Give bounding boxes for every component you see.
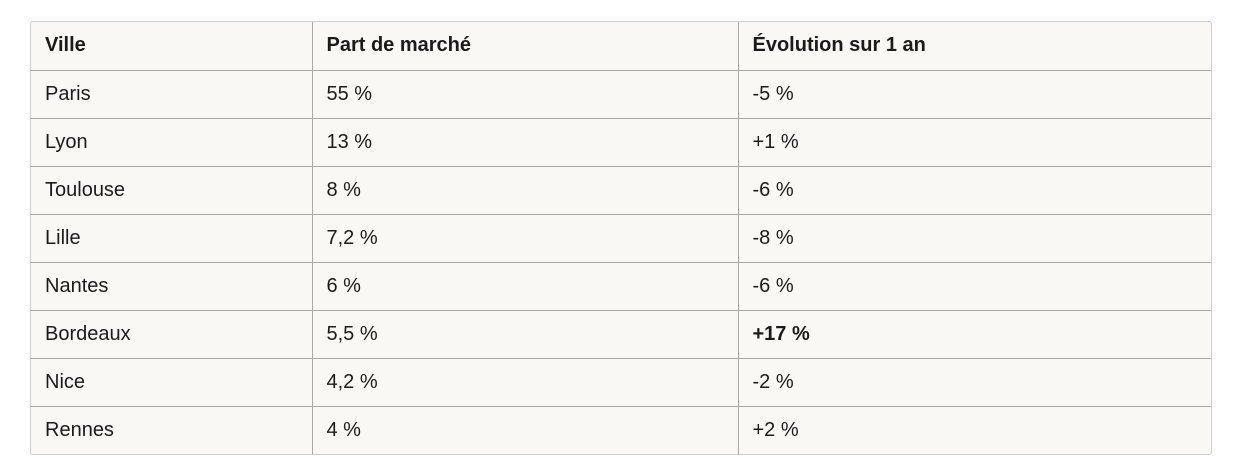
header-ville: Ville (31, 22, 313, 71)
table-row: Lyon 13 % +1 % (31, 118, 1211, 167)
cell-city: Toulouse (31, 166, 313, 215)
cell-evolution: -8 % (738, 214, 1211, 263)
header-evolution: Évolution sur 1 an (738, 22, 1211, 71)
cell-market-share: 5,5 % (312, 310, 739, 359)
table-row: Nice 4,2 % -2 % (31, 358, 1211, 407)
cell-city: Bordeaux (31, 310, 313, 359)
table-row: Toulouse 8 % -6 % (31, 166, 1211, 215)
cell-evolution: +1 % (738, 118, 1211, 167)
cell-evolution: -6 % (738, 262, 1211, 311)
cell-evolution: -2 % (738, 358, 1211, 407)
table-row: Lille 7,2 % -8 % (31, 214, 1211, 263)
cell-city: Lyon (31, 118, 313, 167)
cell-evolution: +2 % (752, 418, 799, 441)
cell-market-share: 6 % (312, 262, 739, 311)
cell-city: Lille (31, 214, 313, 263)
table-row: Paris 55 % -5 % (31, 70, 1211, 119)
cell-city: Paris (31, 70, 313, 119)
cell-market-share: 55 % (312, 70, 739, 119)
cell-evolution: -6 % (738, 166, 1211, 215)
cell-evolution-highlight: +17 % (738, 310, 1211, 359)
table-row: Rennes 4 % +2 % (31, 406, 1211, 454)
cell-market-share: 4 % (312, 406, 739, 454)
cell-market-share: 13 % (312, 118, 739, 167)
cell-evolution: -5 % (738, 70, 1211, 119)
table-row: Nantes 6 % -6 % (31, 262, 1211, 311)
cell-city: Nantes (31, 262, 313, 311)
table-header-row: Ville Part de marché Évolution sur 1 an (31, 22, 1211, 71)
header-part-de-marche: Part de marché (312, 22, 739, 71)
market-share-table: Ville Part de marché Évolution sur 1 an … (31, 22, 1211, 454)
cell-market-share: 8 % (312, 166, 739, 215)
cell-city: Rennes (31, 406, 313, 454)
cell-city: Nice (31, 358, 313, 407)
market-share-table-container: Ville Part de marché Évolution sur 1 an … (30, 21, 1212, 455)
cell-market-share: 4,2 % (312, 358, 739, 407)
table-row: Bordeaux 5,5 % +17 % (31, 310, 1211, 359)
cell-market-share: 7,2 % (312, 214, 739, 263)
